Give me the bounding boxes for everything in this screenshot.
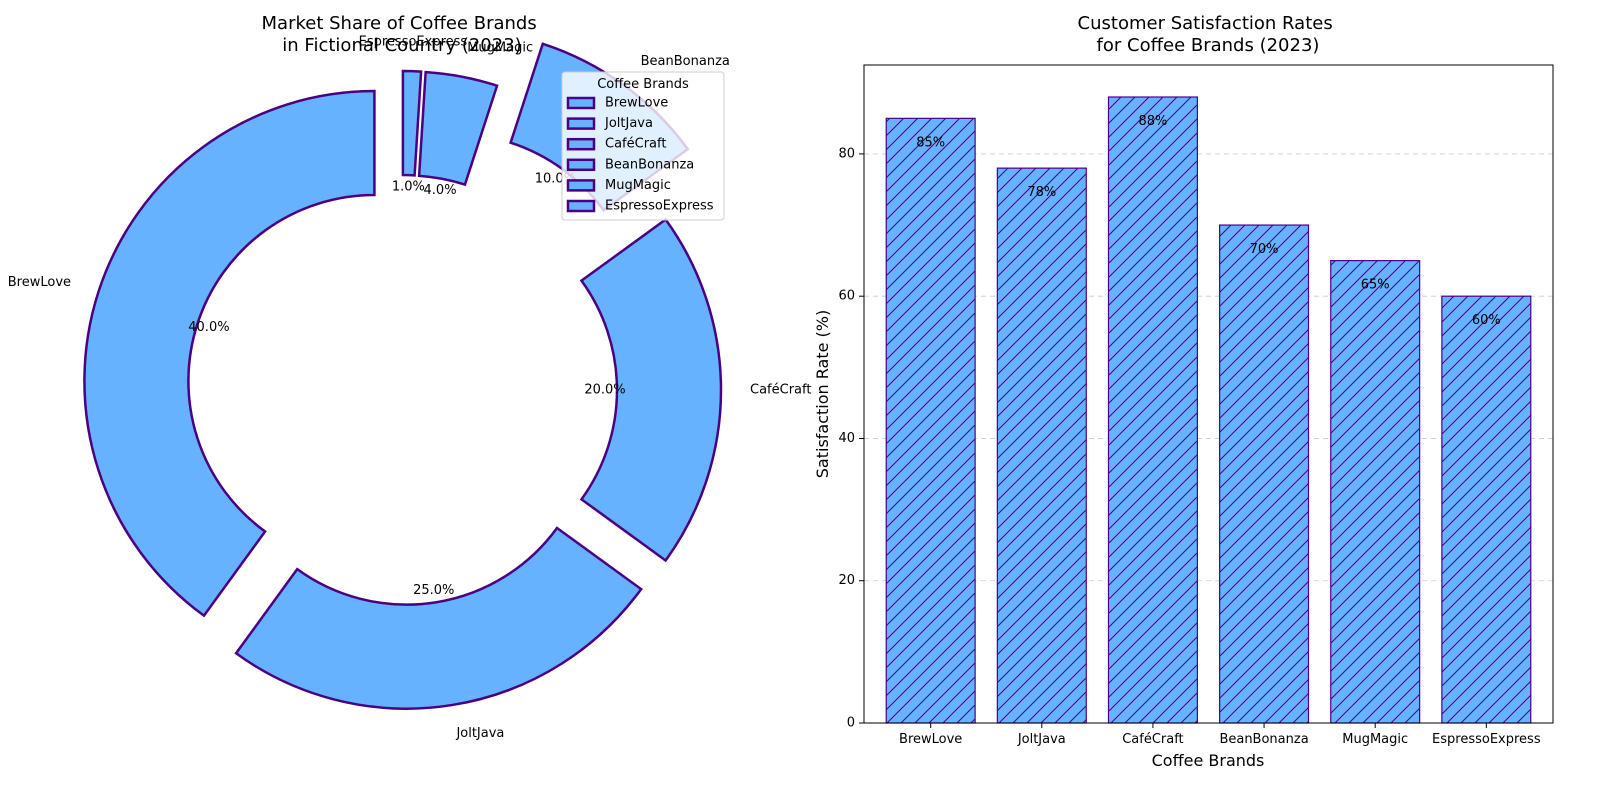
donut-label-cafecraft: CaféCraft xyxy=(750,383,811,398)
bar-title-line-2: for Coffee Brands (2023) xyxy=(1097,35,1320,56)
bar-value-mugmagic: 65% xyxy=(1361,278,1390,293)
bar-chart: Customer Satisfaction Rates for Coffee B… xyxy=(813,13,1554,770)
x-tick-label-mugmagic: MugMagic xyxy=(1342,732,1408,747)
legend-swatch-beanbonanza xyxy=(566,158,596,172)
bar-x-axis-label: Coffee Brands xyxy=(1152,751,1265,770)
donut-label-beanbonanza: BeanBonanza xyxy=(641,54,730,69)
bar-brewlove xyxy=(885,117,976,724)
donut-pct-brewlove: 40.0% xyxy=(188,320,229,335)
bar-espressoexpress xyxy=(1441,295,1532,724)
bars: 85% 78% 88% 70% 65% 60% xyxy=(885,96,1532,724)
donut-title: Market Share of Coffee Brands in Fiction… xyxy=(262,13,543,56)
donut-slice-joltjava xyxy=(234,526,643,710)
bar-value-joltjava: 78% xyxy=(1027,185,1056,200)
legend-label-cafecraft: CaféCraft xyxy=(605,137,666,152)
legend-label-beanbonanza: BeanBonanza xyxy=(605,157,694,172)
donut-slice-cafecraft xyxy=(579,217,723,563)
bar-value-cafecraft: 88% xyxy=(1138,114,1167,129)
legend-items: BrewLove JoltJava CaféCraft BeanBonanza MugM… xyxy=(566,96,714,214)
bar-value-brewlove: 85% xyxy=(916,135,945,150)
y-tick-label-40: 40 xyxy=(838,431,855,446)
y-tick-label-80: 80 xyxy=(838,146,855,161)
donut-slice-labels: BrewLove 40.0% JoltJava 25.0% CaféCraft 20.0%… xyxy=(8,35,812,742)
legend-title: Coffee Brands xyxy=(597,77,689,92)
legend-frame xyxy=(561,71,725,221)
donut-title-line-1: Market Share of Coffee Brands xyxy=(262,13,537,34)
bar-beanbonanza xyxy=(1219,224,1310,724)
x-tick-label-espressoexpress: EspressoExpress xyxy=(1432,732,1541,747)
legend-swatch-mugmagic xyxy=(566,179,596,192)
bar-x-ticks: BrewLove JoltJava CaféCraft BeanBonanza MugM… xyxy=(899,723,1541,747)
bar-plot-frame xyxy=(863,64,1554,724)
donut-pct-mugmagic: 4.0% xyxy=(424,183,457,198)
donut-slice-espressoexpress xyxy=(401,69,423,177)
bar-y-ticks: 0 20 40 60 80 xyxy=(838,146,864,731)
donut-label-joltjava: JoltJava xyxy=(455,726,504,741)
bar-y-axis-label: Satisfaction Rate (%) xyxy=(813,310,832,478)
donut-pct-joltjava: 25.0% xyxy=(413,583,454,598)
legend-label-espressoexpress: EspressoExpress xyxy=(605,199,714,214)
x-tick-label-beanbonanza: BeanBonanza xyxy=(1219,732,1308,747)
bar-value-beanbonanza: 70% xyxy=(1250,242,1279,257)
legend-swatch-joltjava xyxy=(566,117,596,130)
donut-pct-cafecraft: 20.0% xyxy=(584,383,625,398)
donut-title-line-2: in Fictional Country (2023) xyxy=(282,35,521,56)
bar-title-line-1: Customer Satisfaction Rates xyxy=(1078,13,1333,34)
donut-label-mugmagic: MugMagic xyxy=(467,41,533,56)
bar-title: Customer Satisfaction Rates for Coffee B… xyxy=(1078,13,1339,56)
legend-swatch-cafecraft xyxy=(566,137,596,151)
x-tick-label-cafecraft: CaféCraft xyxy=(1122,732,1183,747)
x-tick-label-brewlove: BrewLove xyxy=(899,732,962,747)
bar-joltjava xyxy=(996,167,1087,724)
donut-label-espressoexpress: EspressoExpress xyxy=(359,35,468,50)
donut-slice-mugmagic xyxy=(417,70,499,187)
bar-value-espressoexpress: 60% xyxy=(1472,313,1501,328)
bar-cafecraft xyxy=(1107,96,1198,724)
legend-swatch-brewlove xyxy=(566,96,596,110)
bar-gridlines xyxy=(864,153,1553,582)
y-tick-label-20: 20 xyxy=(838,573,855,588)
legend-label-joltjava: JoltJava xyxy=(604,116,653,131)
y-tick-label-0: 0 xyxy=(847,716,855,731)
donut-legend: Coffee Brands BrewLoveJoltJavaCaféCraftB… xyxy=(561,71,725,221)
legend-swatch-espressoexpress xyxy=(566,199,596,213)
y-tick-label-60: 60 xyxy=(838,289,855,304)
bar-mugmagic xyxy=(1330,260,1421,724)
legend-label-mugmagic: MugMagic xyxy=(605,178,671,193)
x-tick-label-joltjava: JoltJava xyxy=(1017,732,1066,747)
donut-slice-brewlove xyxy=(83,89,376,618)
donut-label-brewlove: BrewLove xyxy=(8,275,71,290)
donut-pct-espressoexpress: 1.0% xyxy=(392,180,425,195)
donut-chart: Market Share of Coffee Brands in Fiction… xyxy=(8,13,812,741)
legend-label-brewlove: BrewLove xyxy=(605,96,668,111)
